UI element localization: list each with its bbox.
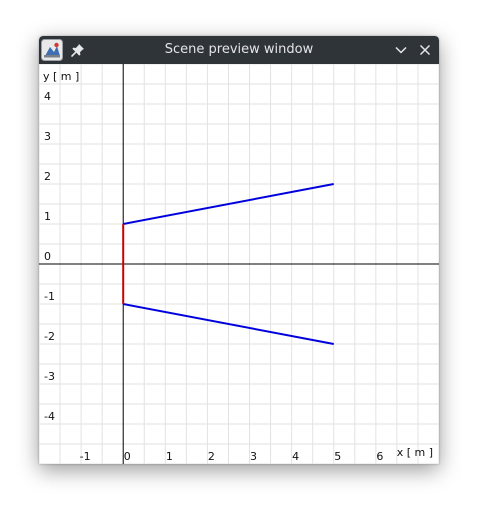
y-tick-label: 3 <box>44 130 51 143</box>
window-title: Scene preview window <box>164 42 314 57</box>
y-tick-label: -1 <box>44 290 55 303</box>
x-tick-label: 1 <box>166 450 173 463</box>
scene-preview-window: Scene preview window -1 0 1 2 3 4 5 6 4 3 2 1 0 -1 -2-… <box>39 36 439 464</box>
y-tick-label: 0 <box>44 250 51 263</box>
chevron-down-icon[interactable] <box>393 42 409 58</box>
app-logo-icon <box>41 39 63 61</box>
scene-plot[interactable]: -1 0 1 2 3 4 5 6 4 3 2 1 0 -1 -2 -3 -4 y [ m ] x [ m ] <box>39 64 439 464</box>
scene-chart[interactable]: -1 0 1 2 3 4 5 6 4 3 2 1 0 -1 -2 -3 -4 y [ m ] x [ m ] <box>39 64 439 464</box>
y-tick-label: -3 <box>44 370 55 383</box>
x-tick-label: 3 <box>250 450 257 463</box>
close-icon[interactable] <box>417 42 433 58</box>
y-tick-label: -2 <box>44 330 55 343</box>
y-tick-label: 2 <box>44 170 51 183</box>
series-line-1 <box>123 183 334 225</box>
x-tick-label: 6 <box>376 450 383 463</box>
x-tick-label: 2 <box>208 450 215 463</box>
x-axis-label: x [ m ] <box>397 446 433 459</box>
y-tick-label: 4 <box>44 90 51 103</box>
series-line-2 <box>123 303 334 345</box>
x-tick-label: -1 <box>80 450 91 463</box>
x-tick-label: 4 <box>292 450 299 463</box>
x-tick-label: 5 <box>334 450 341 463</box>
y-axis-label: y [ m ] <box>43 70 79 83</box>
x-tick-label: 0 <box>124 450 131 463</box>
y-tick-label: -4 <box>44 410 55 423</box>
y-tick-label: 1 <box>44 210 51 223</box>
title-bar[interactable]: Scene preview window <box>39 36 439 64</box>
pin-icon[interactable] <box>70 42 86 58</box>
